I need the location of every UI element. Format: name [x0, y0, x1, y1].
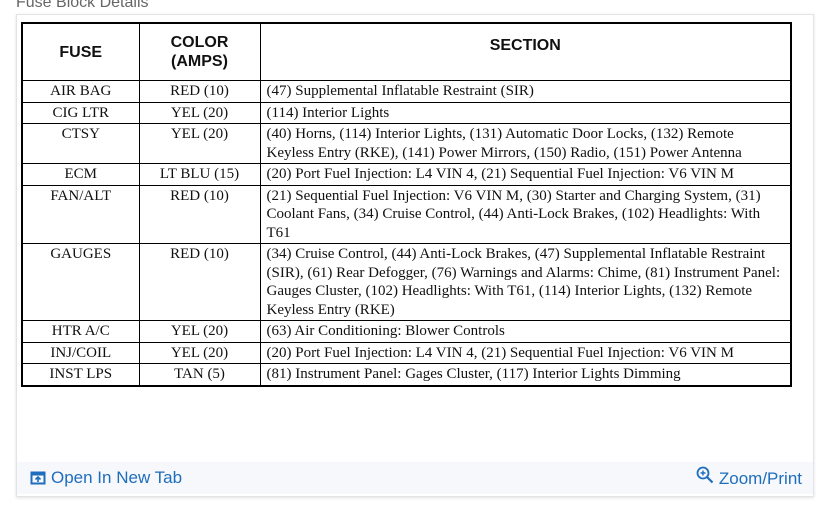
open-in-new-tab-link[interactable]: Open In New Tab	[30, 468, 182, 488]
table-row: FAN/ALT RED (10) (21) Sequential Fuel Inje…	[21, 184, 792, 244]
header-color-line1: COLOR	[170, 34, 229, 51]
color-cell: YEL (20)	[138, 123, 261, 164]
section-cell: (34) Cruise Control, (44) Anti-Lock Brak…	[259, 243, 792, 321]
header-color: COLOR (AMPS)	[138, 22, 261, 81]
color-cell: RED (10)	[138, 80, 261, 103]
color-cell: RED (10)	[138, 243, 261, 321]
page-title: Fuse Block Details	[16, 0, 149, 11]
fuse-cell: HTR A/C	[21, 320, 140, 343]
color-cell: TAN (5)	[138, 363, 261, 386]
header-color-line2: (AMPS)	[171, 53, 228, 70]
table-row: GAUGES RED (10) (34) Cruise Control, (44) …	[21, 243, 792, 321]
fuse-table: FUSE COLOR (AMPS) SECTION AIR BAG RED (10)…	[21, 22, 792, 387]
table-row: ECM LT BLU (15) (20) Port Fuel Injection: …	[21, 163, 792, 186]
table-row: CIG LTR YEL (20) (114) Interior Lights	[21, 101, 792, 124]
table-row: INST LPS TAN (5) (81) Instrument Panel: Ga…	[21, 363, 792, 386]
footer-bar	[17, 462, 813, 494]
section-cell: (81) Instrument Panel: Gages Cluster, (1…	[259, 363, 792, 386]
section-cell: (21) Sequential Fuel Injection: V6 VIN M…	[259, 184, 792, 244]
color-cell: YEL (20)	[138, 341, 261, 364]
section-cell: (40) Horns, (114) Interior Lights, (131)…	[259, 123, 792, 164]
fuse-cell: ECM	[21, 163, 140, 186]
section-cell: (20) Port Fuel Injection: L4 VIN 4, (21)…	[259, 163, 792, 186]
open-in-new-tab-label: Open In New Tab	[51, 468, 183, 487]
zoom-in-icon	[696, 466, 714, 484]
section-cell: (20) Port Fuel Injection: L4 VIN 4, (21)…	[259, 341, 792, 364]
color-cell: RED (10)	[138, 184, 261, 244]
color-cell: YEL (20)	[138, 320, 261, 343]
open-new-tab-icon	[30, 470, 46, 486]
section-cell: (114) Interior Lights	[259, 101, 792, 124]
fuse-cell: INST LPS	[21, 363, 140, 386]
color-cell: YEL (20)	[138, 101, 261, 124]
header-fuse: FUSE	[21, 22, 140, 81]
section-cell: (63) Air Conditioning: Blower Controls	[259, 320, 792, 343]
fuse-cell: CTSY	[21, 123, 140, 164]
table-row: CTSY YEL (20) (40) Horns, (114) Interior L…	[21, 123, 792, 164]
color-cell: LT BLU (15)	[138, 163, 261, 186]
fuse-cell: FAN/ALT	[21, 184, 140, 244]
fuse-cell: CIG LTR	[21, 101, 140, 124]
zoom-print-link[interactable]: Zoom/Print	[696, 464, 802, 489]
table-header-row: FUSE COLOR (AMPS) SECTION	[21, 22, 792, 81]
fuse-cell: AIR BAG	[21, 80, 140, 103]
fuse-cell: GAUGES	[21, 243, 140, 321]
zoom-print-label: Zoom/Print	[718, 469, 802, 488]
fuse-cell: INJ/COIL	[21, 341, 140, 364]
table-row: INJ/COIL YEL (20) (20) Port Fuel Injection…	[21, 341, 792, 364]
section-cell: (47) Supplemental Inflatable Restraint (…	[259, 80, 792, 103]
header-section: SECTION	[259, 22, 792, 81]
table-row: AIR BAG RED (10) (47) Supplemental Inflata…	[21, 80, 792, 103]
table-row: HTR A/C YEL (20) (63) Air Conditioning: Bl…	[21, 320, 792, 343]
